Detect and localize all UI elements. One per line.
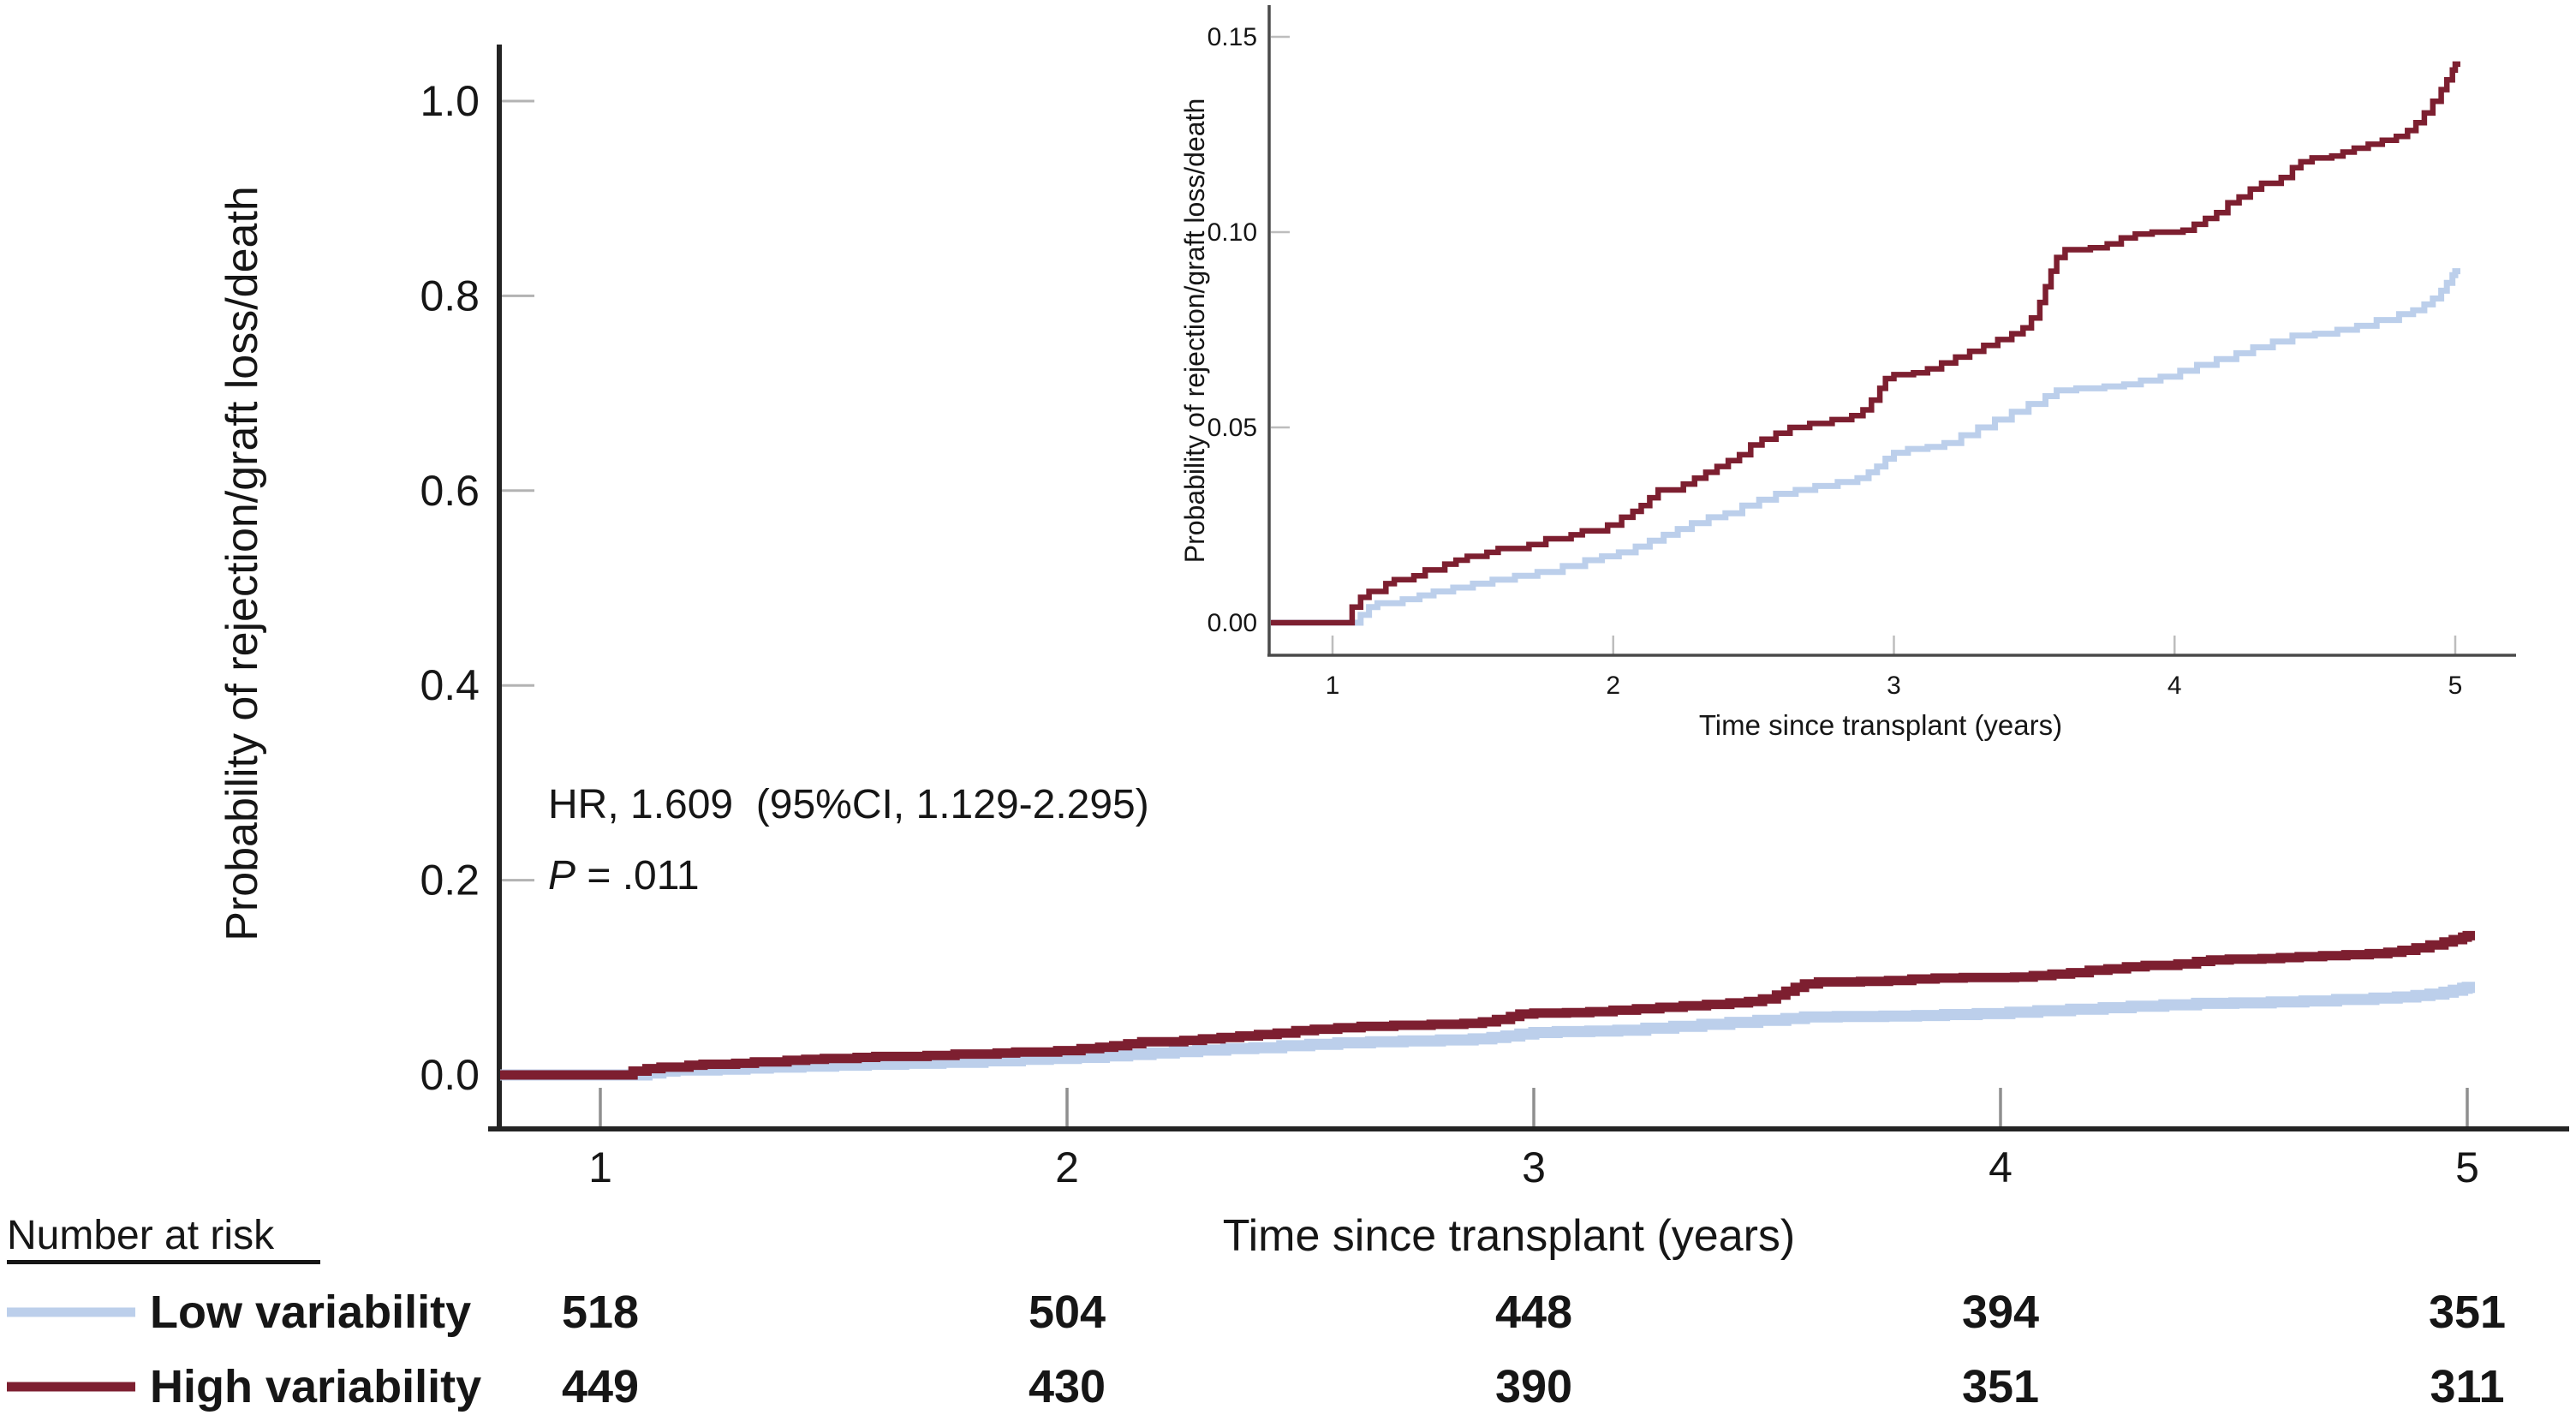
inset-chart: 0.00 0.05 0.10 0.15 1 2 3 4 5 Probability of re… bbox=[1179, 5, 2516, 741]
risk-value-low: 394 bbox=[1962, 1287, 2039, 1338]
main-y-tick-label: 0.4 bbox=[420, 661, 480, 709]
main-y-axis-title: Probability of rejection/graft loss/deat… bbox=[218, 186, 267, 941]
main-curves bbox=[500, 930, 2475, 1081]
inset-y-tick-label: 0.05 bbox=[1208, 414, 1257, 442]
inset-x-tick-label: 3 bbox=[1887, 672, 1901, 700]
main-x-tick-label: 5 bbox=[2455, 1143, 2479, 1191]
inset-y-axis-title: Probability of rejection/graft loss/deat… bbox=[1179, 99, 1210, 564]
annotation-hazard-ratio: HR, 1.609 (95%CI, 1.129-2.295) bbox=[548, 782, 1149, 827]
annotation-p-symbol: P bbox=[548, 853, 575, 899]
curve-high-variability-main bbox=[500, 930, 2475, 1080]
risk-value-low: 448 bbox=[1495, 1287, 1572, 1338]
risk-value-high: 351 bbox=[1962, 1361, 2039, 1412]
main-y-tick-label: 0.6 bbox=[420, 467, 480, 515]
inset-x-tick-label: 2 bbox=[1606, 672, 1620, 700]
main-x-ticks: 1 2 3 4 5 bbox=[588, 1088, 2479, 1191]
main-x-tick-label: 2 bbox=[1055, 1143, 1079, 1191]
inset-x-ticks: 1 2 3 4 5 bbox=[1326, 636, 2463, 700]
main-y-tick-label: 0.0 bbox=[420, 1051, 480, 1099]
risk-value-high: 430 bbox=[1029, 1361, 1106, 1412]
risk-values: 518 504 448 394 351 449 430 390 351 311 bbox=[562, 1287, 2506, 1412]
main-x-tick-label: 3 bbox=[1522, 1143, 1546, 1191]
risk-value-low: 504 bbox=[1029, 1287, 1106, 1338]
risk-value-low: 518 bbox=[562, 1287, 639, 1338]
curve-low-variability-inset bbox=[1271, 268, 2460, 626]
main-y-tick-label: 0.8 bbox=[420, 272, 480, 319]
main-y-tick-label: 0.2 bbox=[420, 857, 480, 905]
inset-y-tick-label: 0.00 bbox=[1208, 609, 1257, 637]
curve-high-variability-inset bbox=[1271, 61, 2460, 626]
legend-label-low-variability: Low variability bbox=[150, 1287, 471, 1338]
curve-low-variability-main bbox=[500, 982, 2475, 1081]
main-chart: 0.0 0.2 0.4 0.6 0.8 1.0 1 2 3 4 5 Probability of … bbox=[218, 45, 2569, 1261]
risk-value-low: 351 bbox=[2429, 1287, 2506, 1338]
main-x-tick-label: 1 bbox=[588, 1143, 612, 1191]
annotation-p-value: P = .011 bbox=[548, 853, 700, 899]
main-y-ticks: 0.0 0.2 0.4 0.6 0.8 1.0 bbox=[420, 77, 534, 1099]
main-x-tick-label: 4 bbox=[1989, 1143, 2012, 1191]
inset-y-ticks: 0.00 0.05 0.10 0.15 bbox=[1208, 23, 1290, 637]
inset-x-axis-title: Time since transplant (years) bbox=[1699, 709, 2062, 741]
inset-y-tick-label: 0.15 bbox=[1208, 23, 1257, 51]
annotation-p-number: = .011 bbox=[575, 853, 700, 899]
inset-curves bbox=[1271, 61, 2460, 626]
main-x-axis-title: Time since transplant (years) bbox=[1223, 1211, 1796, 1261]
inset-x-tick-label: 4 bbox=[2168, 672, 2182, 700]
main-y-tick-label: 1.0 bbox=[420, 77, 480, 125]
inset-y-tick-label: 0.10 bbox=[1208, 218, 1257, 247]
risk-value-high: 311 bbox=[2430, 1361, 2504, 1412]
risk-value-high: 449 bbox=[562, 1361, 639, 1412]
inset-x-tick-label: 5 bbox=[2448, 672, 2463, 700]
legend-label-high-variability: High variability bbox=[150, 1361, 481, 1412]
number-at-risk-table: Number at risk Low variability High vari… bbox=[7, 1213, 2506, 1412]
risk-table-header-underline bbox=[7, 1260, 320, 1264]
inset-x-tick-label: 1 bbox=[1326, 672, 1340, 700]
risk-table-header: Number at risk bbox=[7, 1213, 275, 1258]
risk-value-high: 390 bbox=[1495, 1361, 1572, 1412]
